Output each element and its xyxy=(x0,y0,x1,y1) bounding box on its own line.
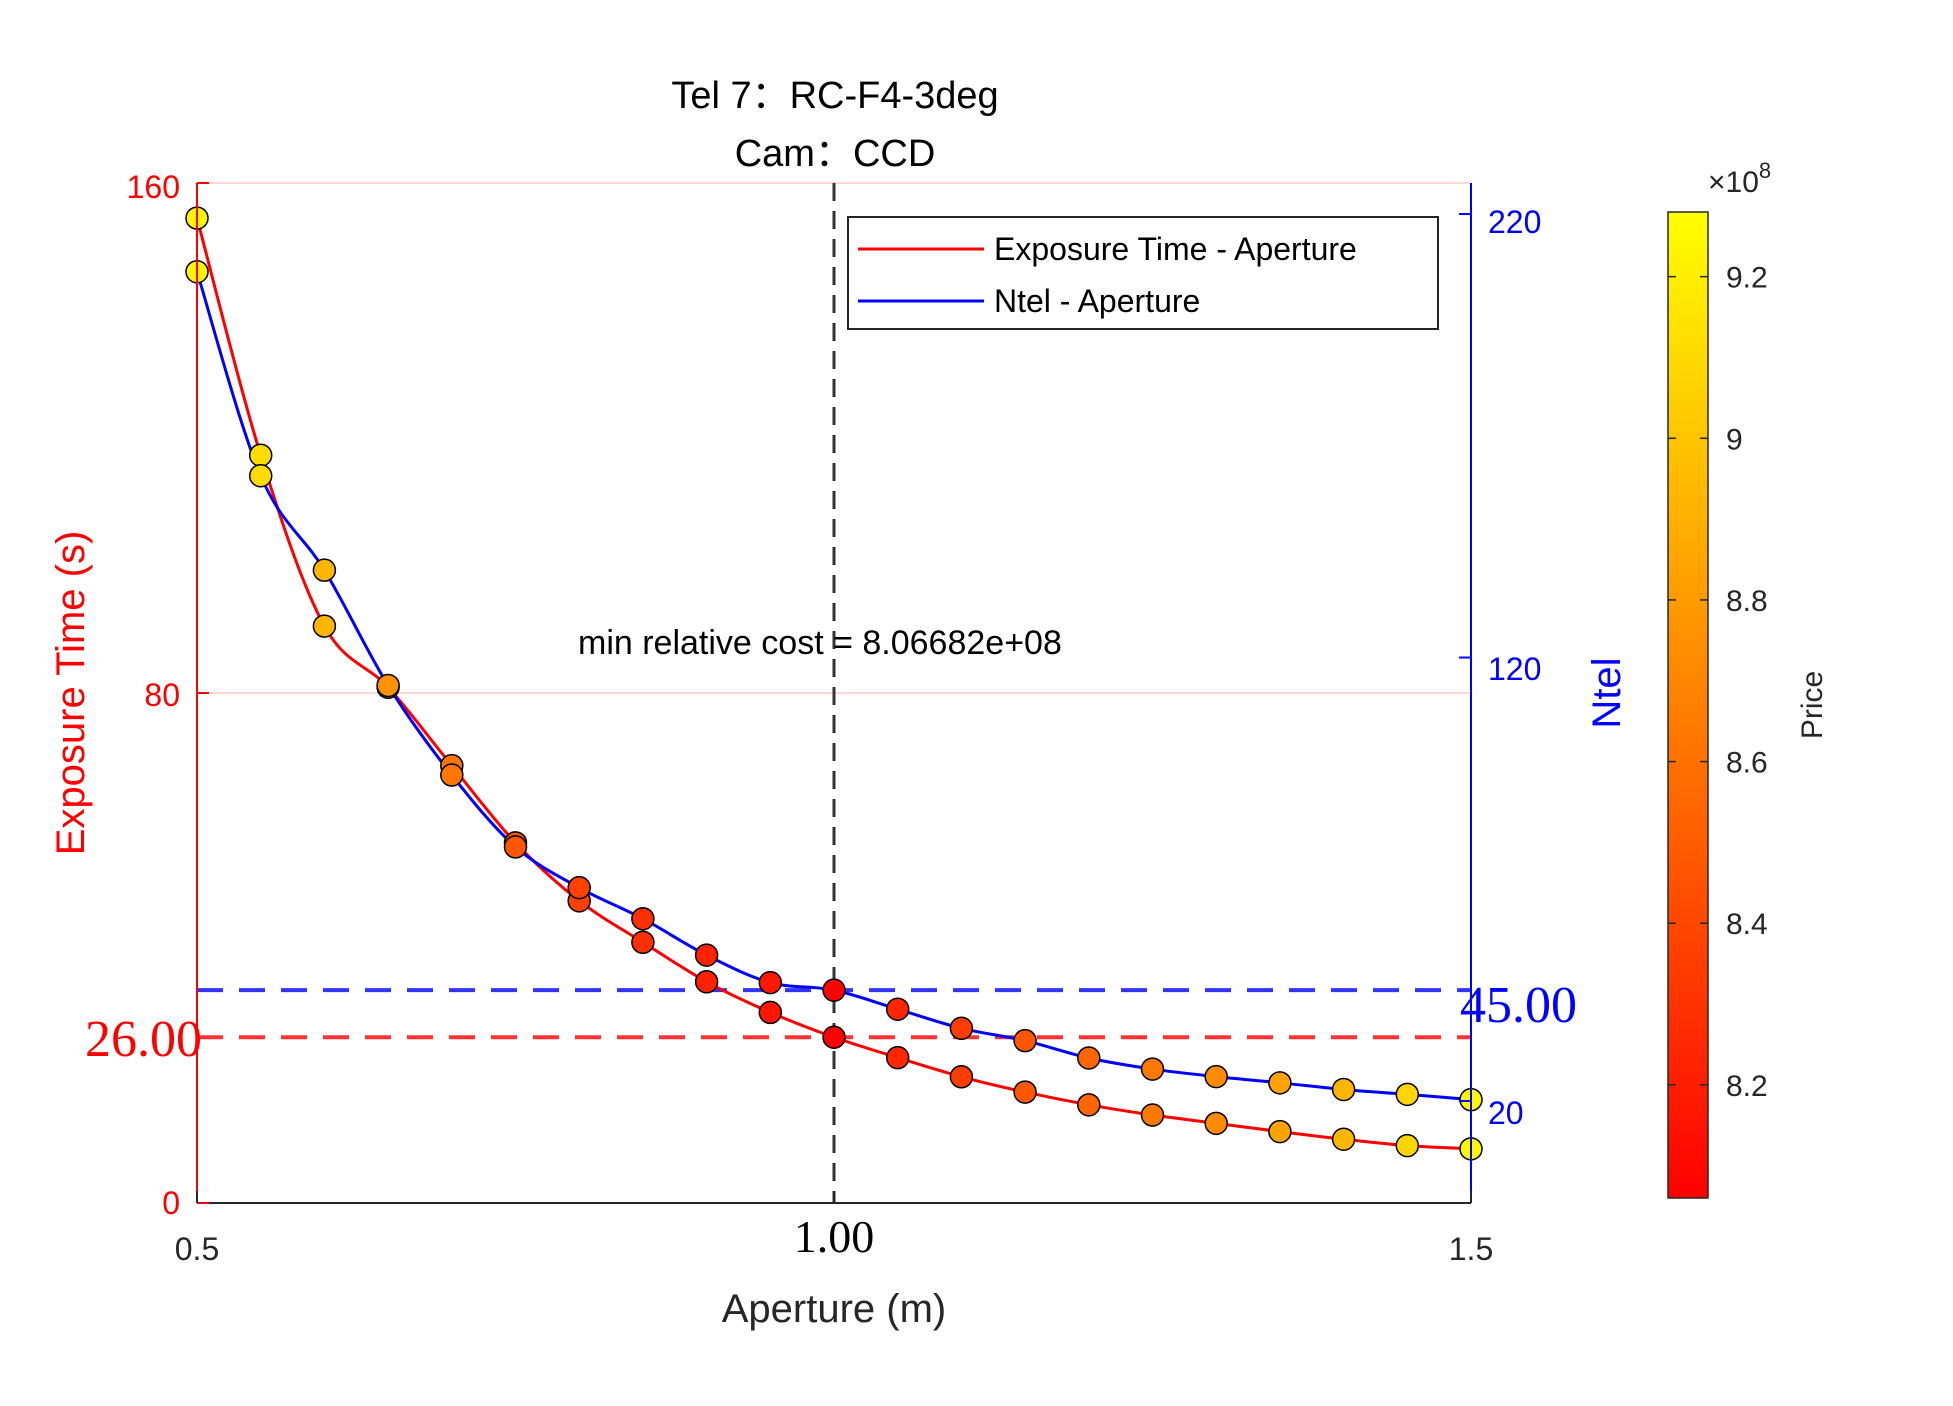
ntel-point xyxy=(694,943,719,967)
ntel-optimum-label: 45.00 xyxy=(1460,977,1577,1034)
exposure-point xyxy=(631,930,655,955)
exposure-optimum-label: 26.00 xyxy=(85,1011,202,1068)
colorbar-tick-label: 8.4 xyxy=(1726,908,1768,941)
exposure-point xyxy=(1204,1111,1228,1136)
chart-title-line1: Tel 7：RC-F4-3deg xyxy=(671,75,998,117)
min-cost-annotation: min relative cost = 8.06682e+08 xyxy=(578,624,1062,662)
exposure-point xyxy=(1013,1080,1037,1104)
colorbar-tick-label: 8.6 xyxy=(1726,747,1768,780)
exposure-point xyxy=(822,1025,846,1049)
ntel-point xyxy=(822,978,846,1002)
x-tick-label: 0.5 xyxy=(175,1231,219,1267)
colorbar-label: Price xyxy=(1796,671,1829,739)
ntel-point xyxy=(1268,1071,1292,1095)
colorbar-tick-label: 8.2 xyxy=(1726,1070,1768,1103)
exposure-point xyxy=(312,614,337,638)
y-left-tick-label: 160 xyxy=(127,169,180,205)
legend-label-ntel: Ntel - Aperture xyxy=(994,283,1200,319)
chart-title-line2: Cam：CCD xyxy=(735,133,936,175)
legend-label-exposure: Exposure Time - Aperture xyxy=(994,231,1357,267)
y-right-tick-label: 120 xyxy=(1488,651,1541,687)
exposure-point xyxy=(1268,1119,1292,1144)
ntel-point xyxy=(1013,1028,1037,1053)
x-axis-label: Aperture (m) xyxy=(722,1287,947,1331)
series-markers xyxy=(185,206,1483,1161)
ntel-point xyxy=(440,763,464,787)
colorbar-tick-label: 9.2 xyxy=(1726,262,1768,295)
ntel-point xyxy=(885,997,910,1021)
y-right-axis-label: Ntel xyxy=(1585,657,1629,728)
exposure-point xyxy=(885,1045,910,1070)
ntel-point xyxy=(312,558,337,582)
colorbar-exponent-base: ×10 xyxy=(1708,166,1759,199)
colorbar-tick-label: 9 xyxy=(1726,423,1743,456)
axis-ticks xyxy=(196,182,1472,1204)
exposure-point xyxy=(949,1065,974,1089)
ntel-point xyxy=(376,673,400,698)
x-tick-label-optimum: 1.00 xyxy=(794,1211,875,1262)
ntel-point xyxy=(1395,1082,1420,1107)
ntel-point xyxy=(503,835,528,859)
ntel-point xyxy=(631,906,655,931)
legend: Exposure Time - Aperture Ntel - Aperture xyxy=(847,216,1439,330)
colorbar-exponent-power: 8 xyxy=(1759,158,1771,183)
colorbar-tick-label: 8.8 xyxy=(1726,585,1768,618)
exposure-point xyxy=(1331,1127,1356,1151)
y-left-tick-label: 0 xyxy=(162,1185,180,1221)
ntel-point xyxy=(1204,1064,1228,1089)
colorbar xyxy=(1667,211,1709,1199)
exposure-point xyxy=(1077,1093,1101,1117)
ntel-point xyxy=(758,970,783,995)
exposure-point xyxy=(1395,1133,1420,1158)
ntel-point xyxy=(1077,1046,1101,1070)
ntel-point xyxy=(1140,1057,1165,1081)
legend-box xyxy=(847,216,1439,330)
colorbar-exponent: ×108 xyxy=(1708,158,1771,199)
y-left-tick-label: 80 xyxy=(144,677,180,713)
exposure-point xyxy=(248,443,273,467)
exposure-point xyxy=(694,970,719,994)
y-left-axis-label: Exposure Time (s) xyxy=(49,531,93,856)
ntel-point xyxy=(949,1016,974,1041)
ntel-point xyxy=(1331,1077,1356,1102)
exposure-point xyxy=(758,1000,783,1025)
exposure-point xyxy=(1140,1103,1165,1127)
ntel-point xyxy=(567,875,591,900)
y-right-tick-label: 20 xyxy=(1488,1095,1524,1131)
ntel-point xyxy=(248,463,273,488)
y-right-tick-label: 220 xyxy=(1488,204,1541,240)
x-tick-label: 1.5 xyxy=(1449,1231,1493,1267)
ntel-series-line xyxy=(195,271,1472,1102)
colorbar-ticks: 8.2 8.4 8.6 8.8 9 9.2 xyxy=(1668,262,1768,1103)
